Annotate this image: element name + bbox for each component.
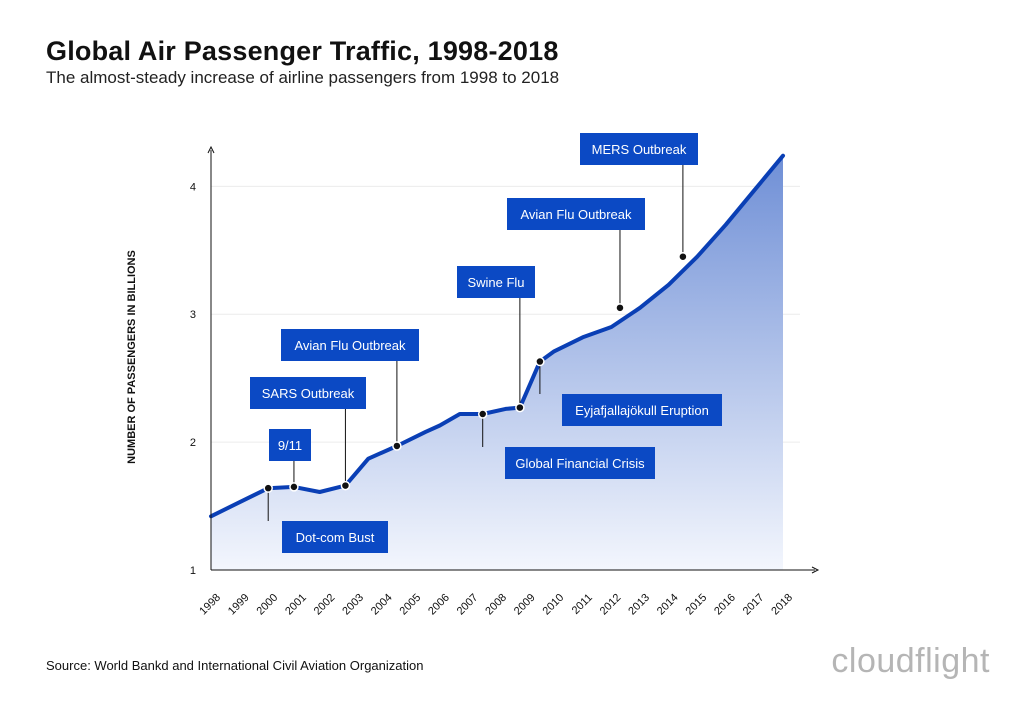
x-axis-arrow [811,566,820,574]
annotation-point [678,251,688,262]
annotation-label: Eyjafjallajökull Eruption [575,403,709,418]
annotation-label: Global Financial Crisis [515,456,645,471]
annotation-box [505,447,655,479]
annotation-point [515,402,525,413]
annotation: 9/11 [269,429,311,492]
x-tick-label: 2018 [769,592,795,618]
annotation: Eyjafjallajökull Eruption [535,356,722,426]
annotation-box [250,377,366,409]
annotation-box [269,429,311,461]
x-tick-label: 2010 [541,592,567,618]
x-tick-label: 2015 [684,592,710,618]
y-tick-label: 4 [190,181,196,193]
x-tick-label: 2005 [398,592,424,618]
annotation-box [580,133,698,165]
source-note: Source: World Bankd and International Ci… [46,658,424,673]
annotation-box [457,266,535,298]
annotation-point [289,482,299,492]
annotation-point [477,409,488,419]
area-fill [211,155,783,570]
x-tick-label: 2006 [426,592,452,618]
y-axis-title: NUMBER OF PASSENGERS IN BILLIONS [126,250,138,464]
annotation-point [340,480,351,491]
series-line [209,153,785,519]
brand-logo: cloudflight [831,642,990,680]
x-tick-label: 2003 [340,592,366,618]
x-tick-label: 2014 [655,592,681,618]
annotation-label: Dot-com Bust [296,530,375,545]
y-tick-label: 2 [190,437,196,449]
annotation-label: MERS Outbreak [592,142,687,157]
annotation-point [615,303,625,313]
x-tick-label: 2012 [598,592,624,618]
x-tick-label: 2008 [483,592,509,618]
x-tick-label: 2004 [369,592,395,618]
area-layer [209,153,785,570]
x-tick-label: 2000 [255,592,281,618]
annotation-point [535,356,545,367]
annotation: Avian Flu Outbreak [507,198,645,313]
annotation-label: SARS Outbreak [262,386,355,401]
annotation-box [562,394,722,426]
x-tick-label: 2002 [312,592,338,618]
x-tick-label: 2013 [626,592,652,618]
annotation-point [392,441,402,451]
y-axis-arrow [207,145,215,154]
annotation-label: Avian Flu Outbreak [294,338,406,353]
annotation-label: Swine Flu [467,275,524,290]
x-tick-label: 2016 [712,592,738,618]
annotation: Global Financial Crisis [477,409,655,479]
annotation-point [263,483,273,493]
chart-subtitle: The almost-steady increase of airline pa… [46,68,560,87]
annotation-box [282,521,388,553]
x-tick-label: 2011 [570,592,595,617]
annotation: Swine Flu [457,266,535,413]
annotation: Avian Flu Outbreak [281,329,419,451]
y-tick-label: 3 [190,309,196,321]
annotation: SARS Outbreak [250,377,366,491]
annotation-label: Avian Flu Outbreak [520,207,632,222]
annotations: 9/11 Dot-com Bust SARS Outbreak Avian Flu O… [250,133,722,553]
x-tick-label: 2001 [283,592,309,618]
x-tick-label: 2007 [455,592,481,618]
chart-title: Global Air Passenger Traffic, 1998-2018 [46,36,559,66]
annotation: Dot-com Bust [263,483,388,553]
annotation-label: 9/11 [278,438,302,453]
x-tick-label: 1999 [226,592,252,618]
annotation-box [281,329,419,361]
x-tick-label: 2017 [741,592,767,618]
annotation: MERS Outbreak [580,133,698,262]
y-tick-label: 1 [190,565,196,577]
annotation-box [507,198,645,230]
x-tick-label: 2009 [512,592,538,618]
x-tick-label: 1998 [197,592,223,618]
